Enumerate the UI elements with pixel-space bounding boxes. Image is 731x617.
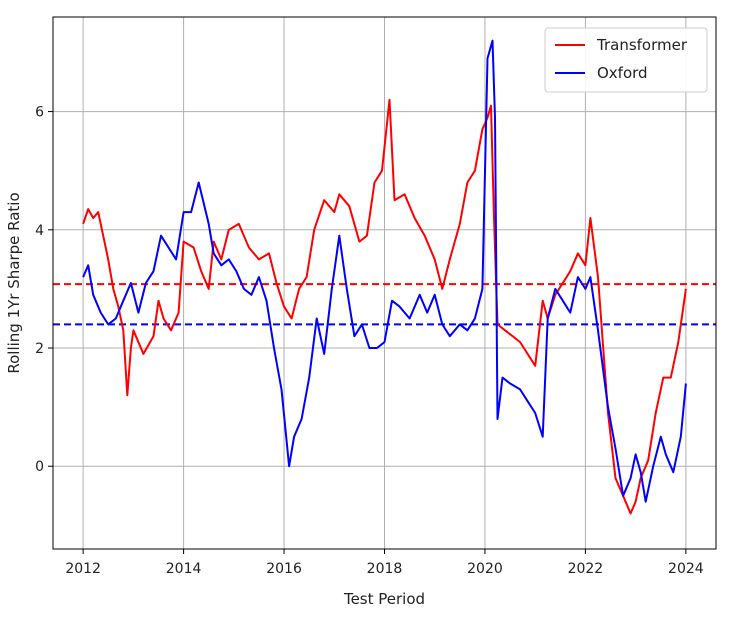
x-tick-label: 2012: [65, 561, 101, 577]
x-tick-label: 2018: [367, 561, 403, 577]
y-tick-label: 2: [35, 341, 44, 357]
y-tick-label: 6: [35, 105, 44, 121]
legend: Transformer Oxford: [544, 27, 708, 93]
series-line-oxford: [82, 39, 687, 503]
y-axis-label: Rolling 1Yr Sharpe Ratio: [5, 192, 23, 373]
mean-lines: [53, 283, 716, 326]
legend-label-oxford: Oxford: [597, 64, 648, 82]
x-tick-label: 2014: [166, 561, 202, 577]
x-ticks: 2012 2014 2016 2018 2020 2022 2024: [65, 549, 704, 577]
legend-box: [544, 27, 708, 93]
x-tick-label: 2022: [568, 561, 604, 577]
x-axis-label: Test Period: [343, 590, 425, 608]
legend-label-transformer: Transformer: [596, 36, 688, 54]
grid: [53, 17, 716, 549]
y-tick-label: 0: [35, 459, 44, 475]
x-tick-label: 2024: [668, 561, 704, 577]
series-lines: [82, 39, 687, 515]
y-ticks: 0 2 4 6: [35, 105, 53, 475]
x-tick-label: 2020: [467, 561, 503, 577]
series-line-transformer: [82, 98, 687, 515]
x-tick-label: 2016: [266, 561, 302, 577]
y-tick-label: 4: [35, 223, 44, 239]
